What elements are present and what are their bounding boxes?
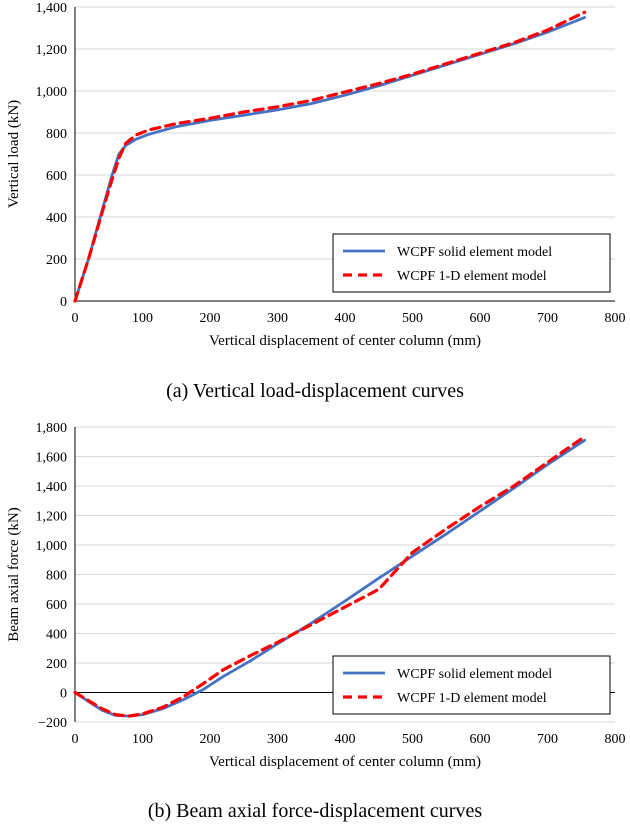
legend-box xyxy=(332,233,611,293)
x-tick-label: 400 xyxy=(335,311,356,326)
y-tick-label: 1,600 xyxy=(36,451,68,466)
legend: WCPF solid element model WCPF 1-D element… xyxy=(332,655,611,715)
x-tick-label: 200 xyxy=(200,732,221,747)
x-tick-label: 600 xyxy=(470,732,491,747)
y-tick-label: 1,400 xyxy=(36,480,68,495)
y-tick-label: 800 xyxy=(46,127,67,142)
legend-label: WCPF solid element model xyxy=(397,667,552,682)
y-tick-label: 1,800 xyxy=(36,421,68,436)
x-tick-label: 700 xyxy=(537,311,558,326)
series-line-2 xyxy=(73,435,587,718)
x-tick-label: 300 xyxy=(267,732,288,747)
y-tick-label: 200 xyxy=(46,253,67,268)
x-tick-label: 800 xyxy=(605,311,626,326)
x-tick-label: 500 xyxy=(402,311,423,326)
y-axis-title: Beam axial force (kN) xyxy=(6,507,22,642)
y-tick-label: 1,200 xyxy=(36,510,68,525)
x-tick-label: 700 xyxy=(537,732,558,747)
legend-label: WCPF 1-D element model xyxy=(397,691,547,706)
chart-2: −200 0 200 400 600 800 1,000 1,200 1,400 1,600 1,8… xyxy=(6,421,626,822)
y-tick-label: 600 xyxy=(46,598,67,613)
x-axis-title: Vertical displacement of center column (… xyxy=(209,754,481,770)
y-tick-label: 1,000 xyxy=(36,85,68,100)
x-tick-label: 200 xyxy=(200,311,221,326)
x-axis-title: Vertical displacement of center column (… xyxy=(209,333,481,349)
y-tick-label: 800 xyxy=(46,569,67,584)
y-tick-label: 1,000 xyxy=(36,539,68,554)
legend: WCPF solid element model WCPF 1-D element… xyxy=(332,233,611,293)
legend-box xyxy=(332,655,611,715)
y-tick-label: 600 xyxy=(46,169,67,184)
x-tick-label: 0 xyxy=(72,732,79,747)
x-tick-label: 100 xyxy=(132,732,153,747)
y-tick-label: 200 xyxy=(46,657,67,672)
x-tick-label: 500 xyxy=(402,732,423,747)
figure-caption: (b) Beam axial force-displacement curves xyxy=(148,800,483,822)
x-tick-label: 800 xyxy=(605,732,626,747)
y-axis-title: Vertical load (kN) xyxy=(6,100,22,208)
y-tick-label: 1,200 xyxy=(36,43,68,58)
x-tick-label: 0 xyxy=(72,311,79,326)
x-tick-label: 100 xyxy=(132,311,153,326)
y-tick-label: 0 xyxy=(60,295,67,310)
y-tick-label: −200 xyxy=(38,716,67,731)
figure-caption: (a) Vertical load-displacement curves xyxy=(166,380,464,402)
legend-label: WCPF solid element model xyxy=(397,245,552,260)
legend-label: WCPF 1-D element model xyxy=(397,269,547,284)
x-tick-label: 300 xyxy=(267,311,288,326)
y-tick-label: 400 xyxy=(46,628,67,643)
chart-1: 0 200 400 600 800 1,000 1,200 1,400 0 100 200 300 40… xyxy=(6,1,626,402)
series-line-2 xyxy=(73,10,587,303)
y-tick-label: 1,400 xyxy=(36,1,68,16)
x-tick-label: 600 xyxy=(470,311,491,326)
x-tick-label: 400 xyxy=(335,732,356,747)
y-tick-label: 400 xyxy=(46,211,67,226)
y-tick-label: 0 xyxy=(60,687,67,702)
